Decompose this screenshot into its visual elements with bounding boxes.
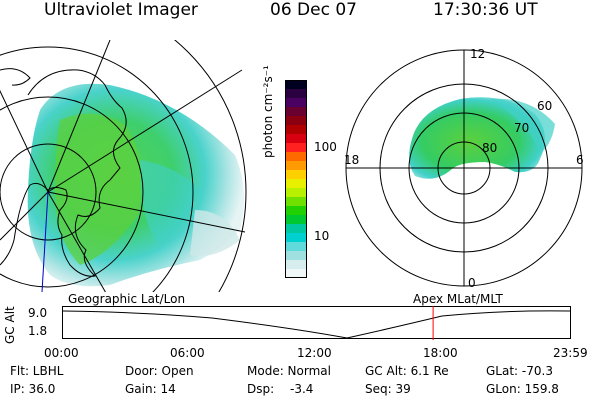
colorbar-stripe — [285, 89, 307, 99]
colorbar-tick-10: 10 — [314, 229, 330, 243]
dsp-label: Dsp: — [247, 382, 275, 396]
mlt-label-12: 12 — [470, 47, 485, 61]
colorbar-stripe — [285, 161, 307, 171]
lat-circle — [0, 96, 144, 288]
gc-alt-axis-label: GC Alt — [3, 306, 17, 344]
colorbar-stripe — [285, 134, 307, 144]
mlat-label-80: 80 — [482, 141, 497, 155]
mode-info: Mode: Normal — [247, 364, 331, 378]
colorbar-stripe — [285, 125, 307, 135]
polar-mlt-plot: 12 18 6 0 60 70 80 — [344, 47, 584, 290]
colorbar-stripe — [285, 224, 307, 234]
header: Ultraviolet Imager 06 Dec 07 17:30:36 UT — [0, 0, 600, 24]
x-tick-2359: 23:59 — [553, 346, 588, 360]
colorbar-border — [285, 80, 307, 278]
time-label: 17:30:36 UT — [433, 0, 538, 20]
colorbar-units-label: photon cm⁻²s⁻¹ — [261, 65, 275, 158]
altitude-timeline — [62, 306, 571, 340]
x-tick-1800: 18:00 — [423, 346, 458, 360]
geographic-map — [0, 40, 247, 292]
colorbar-stripe — [285, 197, 307, 207]
colorbar-stripe — [285, 143, 307, 153]
colorbar-stripe — [285, 242, 307, 252]
colorbar-stripe — [285, 179, 307, 189]
seq-info: Seq: 39 — [365, 382, 411, 396]
ground-track — [41, 191, 49, 292]
glon-info: GLon: 159.8 — [486, 382, 559, 396]
colorbar-stripe — [285, 152, 307, 162]
lat-circle — [0, 143, 97, 241]
x-tick-1200: 12:00 — [297, 346, 332, 360]
colorbar-stripe — [285, 215, 307, 225]
altitude-curve — [62, 310, 571, 339]
coastline — [0, 69, 127, 277]
mlt-label-6: 6 — [576, 153, 584, 167]
lat-circle — [0, 46, 194, 292]
filter-info: Flt: LBHL — [10, 364, 64, 378]
colorbar-stripe — [285, 233, 307, 243]
geo-caption: Geographic Lat/Lon — [68, 292, 186, 306]
colorbar-stripe — [285, 251, 307, 261]
door-info: Door: Open — [125, 364, 194, 378]
x-tick-0000: 00:00 — [44, 346, 79, 360]
date-label: 06 Dec 07 — [270, 0, 357, 20]
colorbar-stripe — [285, 98, 307, 108]
mlt-label-18: 18 — [344, 153, 359, 167]
glat-info: GLat: -70.3 — [486, 364, 553, 378]
colorbar-tick-100: 100 — [314, 140, 337, 154]
colorbar-stripe — [285, 206, 307, 216]
colorbar-stripe — [285, 107, 307, 117]
polar-aurora-region — [409, 97, 545, 179]
colorbar-stripe — [285, 116, 307, 126]
colorbar-stripe — [285, 170, 307, 180]
colorbar-scale — [285, 80, 307, 278]
mlat-label-60: 60 — [537, 99, 552, 113]
gain-info: Gain: 14 — [125, 382, 176, 396]
ip-info: IP: 36.0 — [10, 382, 56, 396]
colorbar-stripe — [285, 80, 307, 90]
y-tick-9: 9.0 — [28, 306, 48, 320]
apex-caption: Apex MLat/MLT — [413, 292, 503, 306]
gc-alt-info: GC Alt: 6.1 Re — [365, 364, 449, 378]
y-tick-1-8: 1.8 — [28, 324, 48, 338]
colorbar-stripe — [285, 188, 307, 198]
colorbar-stripe — [285, 269, 307, 278]
mlt-label-0: 0 — [468, 276, 476, 290]
instrument-title: Ultraviolet Imager — [44, 0, 198, 20]
dsp-value: -3.4 — [290, 382, 314, 396]
colorbar-stripe — [285, 260, 307, 270]
x-tick-0600: 06:00 — [170, 346, 205, 360]
mlat-label-70: 70 — [514, 121, 529, 135]
lat-circle — [174, 40, 247, 292]
